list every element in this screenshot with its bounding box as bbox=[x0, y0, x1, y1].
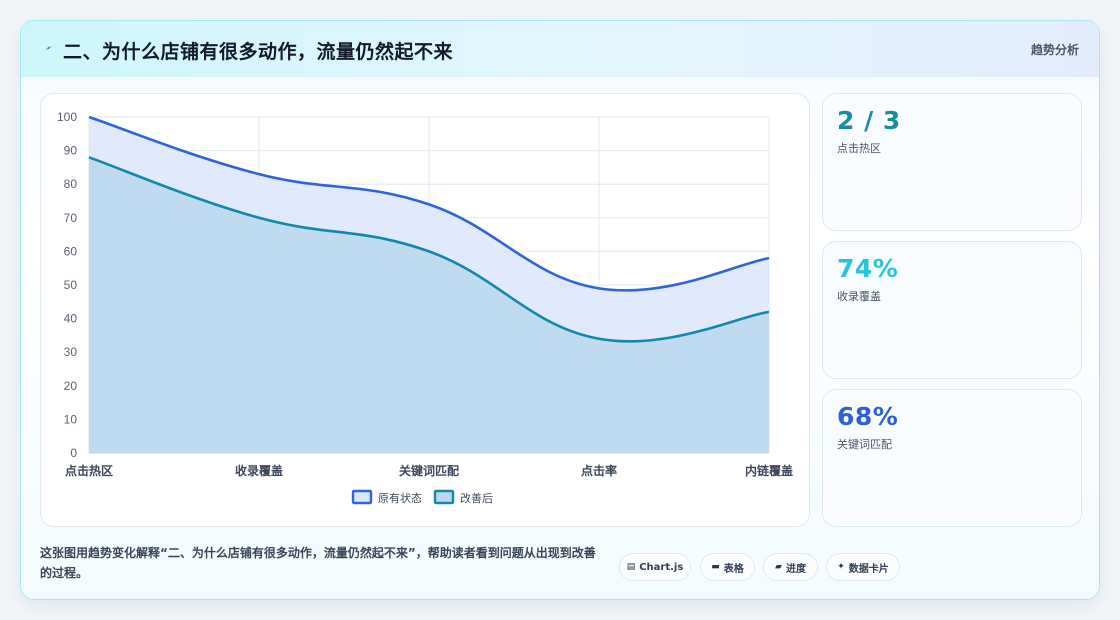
chart-panel: 0 10 20 30 40 50 60 70 80 90 100 点击热区 收录覆盖 关键词匹配 点击率 内链… bbox=[40, 93, 810, 527]
pill-table[interactable]: ▬ 表格 bbox=[700, 553, 755, 581]
y-tick-label: 90 bbox=[64, 144, 78, 158]
y-tick-label: 30 bbox=[64, 345, 78, 359]
y-tick-label: 70 bbox=[64, 211, 78, 225]
legend-label-2: 改善后 bbox=[460, 491, 493, 505]
pill-label: 数据卡片 bbox=[848, 563, 889, 575]
pill-label: 进度 bbox=[785, 563, 806, 575]
y-tick-label: 0 bbox=[70, 446, 77, 460]
stat-value: 2 / 3 bbox=[837, 106, 901, 135]
pill-label: Chart.js bbox=[639, 561, 684, 573]
progress-icon: ▰ bbox=[775, 562, 782, 572]
pill-chartjs[interactable]: ▤ Chart.js bbox=[619, 553, 691, 581]
x-tick-label: 关键词匹配 bbox=[399, 463, 459, 478]
legend-label-1: 原有状态 bbox=[378, 491, 422, 505]
chart-description: 这张图用趋势变化解释“二、为什么店铺有很多动作，流量仍然起不来”，帮助读者看到问… bbox=[40, 546, 596, 580]
stat-value: 68% bbox=[837, 402, 899, 431]
area-chart: 0 10 20 30 40 50 60 70 80 90 100 点击热区 收录覆盖 关键词匹配 点击率 内链… bbox=[57, 110, 793, 505]
x-tick-label: 点击热区 bbox=[65, 463, 113, 478]
x-tick-label: 点击率 bbox=[581, 463, 617, 478]
pill-progress[interactable]: ▰ 进度 bbox=[763, 553, 818, 581]
stat-card-3: 68% 关键词匹配 bbox=[822, 389, 1082, 527]
y-tick-label: 80 bbox=[64, 177, 78, 191]
section-tag: 趋势分析 bbox=[1030, 43, 1079, 57]
y-tick-label: 10 bbox=[64, 412, 78, 426]
stat-value: 74% bbox=[837, 254, 899, 283]
stat-label: 收录覆盖 bbox=[837, 290, 881, 303]
pill-data-cards[interactable]: ✦ 数据卡片 bbox=[826, 553, 900, 581]
stat-label: 点击热区 bbox=[837, 142, 881, 155]
x-tick-label: 收录覆盖 bbox=[235, 463, 283, 478]
y-tick-label: 60 bbox=[64, 244, 78, 258]
table-icon: ▬ bbox=[711, 562, 720, 572]
legend-swatch-2 bbox=[433, 489, 455, 505]
stat-card-1: 2 / 3 点击热区 bbox=[822, 93, 1082, 231]
y-tick-label: 40 bbox=[64, 312, 78, 326]
page-title: 二、为什么店铺有很多动作，流量仍然起不来 bbox=[63, 41, 454, 63]
series-line-1 bbox=[88, 115, 770, 292]
legend-swatch-1 bbox=[351, 489, 373, 505]
x-tick-label: 内链覆盖 bbox=[745, 463, 793, 478]
pill-label: 表格 bbox=[723, 563, 744, 575]
y-tick-label: 50 bbox=[64, 278, 78, 292]
stat-label: 关键词匹配 bbox=[837, 438, 892, 451]
chart-icon: ▤ bbox=[626, 562, 636, 572]
series-line-2 bbox=[88, 156, 770, 343]
lightning-icon bbox=[43, 46, 53, 51]
y-tick-label: 20 bbox=[64, 379, 78, 393]
card-header: 二、为什么店铺有很多动作，流量仍然起不来 趋势分析 bbox=[21, 21, 1099, 77]
report-card: 二、为什么店铺有很多动作，流量仍然起不来 趋势分析 0 10 20 30 40 50 60 7… bbox=[20, 20, 1100, 600]
stat-card-2: 74% 收录覆盖 bbox=[822, 241, 1082, 379]
sparkle-icon: ✦ bbox=[837, 562, 845, 572]
y-tick-label: 100 bbox=[57, 110, 77, 124]
series-area-2 bbox=[89, 157, 769, 453]
